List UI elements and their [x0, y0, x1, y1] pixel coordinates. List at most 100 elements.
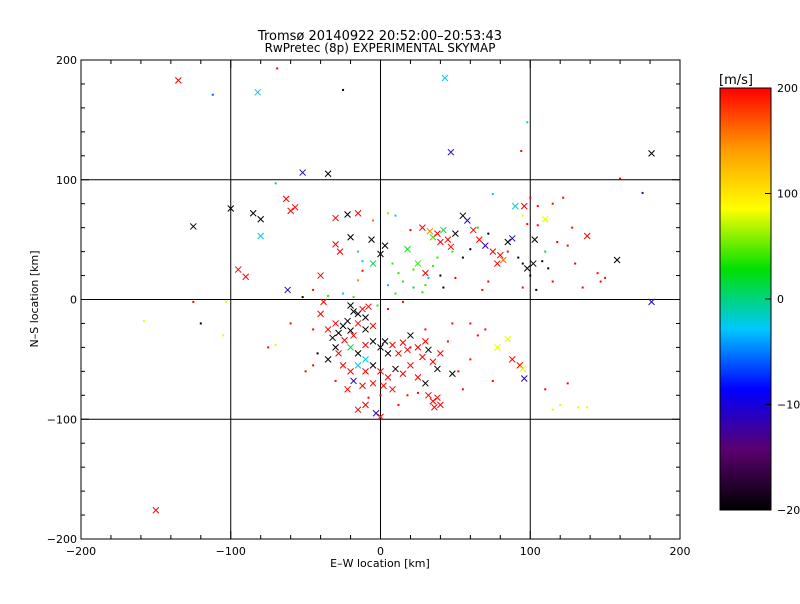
- colorbar-tick-label: −100: [777, 399, 800, 412]
- data-point-dot: [412, 268, 415, 271]
- y-tick-label: −200: [47, 533, 77, 546]
- data-point-dot: [529, 196, 532, 199]
- data-point-dot: [521, 286, 524, 289]
- data-point-dot: [451, 250, 454, 253]
- data-point-cross: [444, 236, 452, 243]
- axis-ticks: −200 −100 0 100 200 −200 −100 0 100 200: [47, 54, 691, 558]
- data-point-cross: [234, 266, 242, 273]
- data-point-cross: [422, 338, 429, 345]
- data-point-dot: [596, 272, 599, 275]
- data-point-dot: [379, 394, 382, 397]
- data-point-cross: [369, 322, 377, 330]
- data-point-cross: [317, 272, 324, 279]
- data-point-cross: [339, 322, 347, 330]
- data-point-dot: [559, 403, 562, 406]
- data-point-cross: [365, 303, 372, 311]
- data-point-dot: [484, 328, 487, 331]
- data-point-dot: [521, 214, 524, 217]
- data-point-cross: [520, 375, 528, 382]
- data-point-dot: [342, 88, 345, 91]
- data-point-cross: [324, 170, 332, 178]
- data-point-dot: [289, 322, 292, 325]
- data-point-cross: [419, 224, 426, 232]
- data-point-cross: [407, 332, 414, 339]
- data-point-dot: [386, 308, 389, 311]
- data-point-dot: [225, 300, 228, 303]
- data-point-cross: [380, 382, 387, 390]
- data-point-dot: [142, 320, 145, 323]
- data-point-dot: [556, 241, 559, 244]
- data-point-dot: [562, 196, 565, 199]
- y-tick-label: 100: [56, 174, 77, 187]
- data-point-cross: [399, 339, 407, 346]
- x-tick-label: 200: [670, 545, 691, 558]
- colorbar: [719, 87, 772, 511]
- data-point-cross: [449, 370, 456, 378]
- data-point-cross: [359, 382, 366, 390]
- data-point-cross: [469, 226, 477, 234]
- data-point-dot: [222, 334, 225, 337]
- data-point-dot: [520, 150, 523, 153]
- data-point-dot: [535, 288, 538, 291]
- data-point-dot: [439, 274, 442, 277]
- data-point-cross: [368, 236, 375, 243]
- data-point-cross: [529, 260, 537, 267]
- data-point-dot: [367, 396, 370, 399]
- data-point-cross: [189, 223, 197, 230]
- data-point-dot: [551, 280, 554, 283]
- data-point-dot: [357, 279, 360, 282]
- data-point-cross: [242, 273, 250, 281]
- y-axis-label: N–S location [km]: [28, 250, 41, 347]
- data-point-cross: [332, 344, 339, 351]
- data-point-cross: [426, 227, 434, 235]
- data-point-dot: [274, 344, 277, 347]
- data-point-dot: [454, 276, 457, 279]
- data-point-cross: [362, 367, 369, 375]
- data-point-cross: [447, 243, 455, 251]
- data-point-dot: [481, 288, 484, 291]
- data-point-cross: [369, 362, 377, 369]
- colorbar-tick-label: 100: [777, 188, 798, 201]
- data-point-cross: [347, 367, 354, 375]
- data-point-dot: [566, 382, 569, 385]
- data-point-dot: [274, 182, 277, 185]
- x-tick-label: −100: [216, 545, 246, 558]
- data-point-dot: [352, 296, 355, 299]
- data-point-cross: [520, 202, 528, 210]
- data-point-cross: [414, 344, 422, 351]
- data-point-dot: [619, 177, 622, 180]
- data-point-cross: [414, 373, 422, 381]
- data-point-dot: [544, 388, 547, 391]
- data-point-cross: [392, 365, 399, 373]
- data-point-cross: [369, 379, 377, 387]
- data-point-dot: [312, 328, 315, 331]
- x-tick-label: −200: [66, 545, 96, 558]
- data-point-cross: [284, 286, 292, 294]
- data-point-cross: [354, 320, 362, 327]
- data-point-dot: [541, 260, 544, 263]
- data-point-dot: [491, 193, 494, 196]
- data-point-cross: [317, 310, 324, 318]
- data-point-cross: [347, 302, 354, 309]
- data-point-cross: [399, 370, 407, 378]
- data-point-cross: [493, 344, 501, 351]
- data-point-dot: [461, 256, 464, 259]
- x-tick-label: 0: [377, 545, 384, 558]
- data-point-cross: [508, 235, 516, 242]
- data-point-cross: [362, 341, 369, 349]
- data-point-cross: [425, 391, 432, 399]
- data-point-cross: [429, 358, 437, 366]
- data-point-dot: [451, 322, 454, 325]
- data-point-cross: [431, 403, 438, 411]
- data-point-dot: [412, 286, 415, 289]
- data-point-cross: [407, 362, 414, 369]
- data-point-cross: [359, 305, 366, 313]
- data-point-dot: [566, 244, 569, 247]
- data-point-cross: [332, 241, 339, 248]
- data-point-dot: [571, 226, 574, 229]
- data-point-cross: [354, 350, 362, 357]
- data-point-dot: [316, 352, 319, 355]
- data-point-dot: [526, 121, 529, 124]
- data-point-cross: [441, 74, 449, 82]
- data-point-dot: [376, 304, 379, 307]
